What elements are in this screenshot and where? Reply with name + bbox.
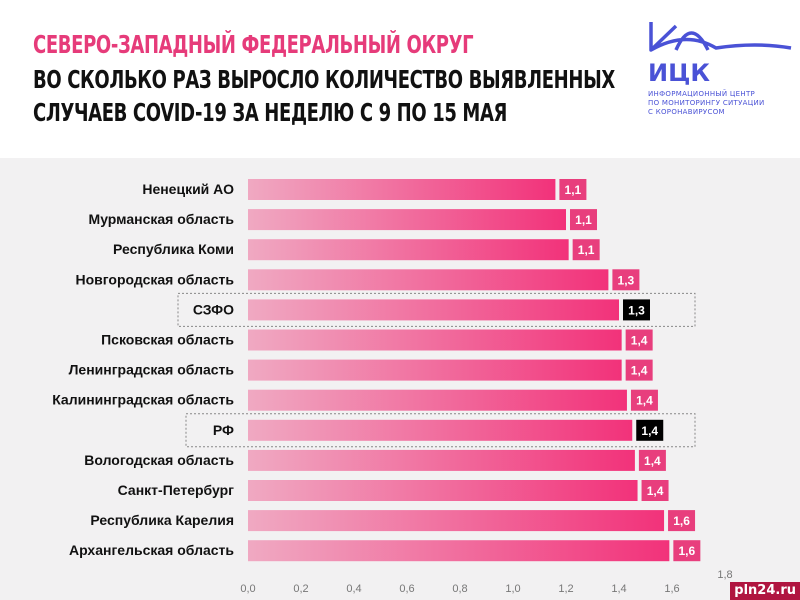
value-label: 1,4 bbox=[631, 364, 648, 378]
title-region: СЕВЕРО-ЗАПАДНЫЙ ФЕДЕРАЛЬНЫЙ ОКРУГ bbox=[33, 30, 474, 59]
x-tick-label: 1,6 bbox=[664, 583, 679, 595]
category-label: Архангельская область bbox=[69, 542, 234, 558]
logo-caption-line: ПО МОНИТОРИНГУ СИТУАЦИИ bbox=[648, 99, 765, 107]
x-tick-label: 1,8 bbox=[717, 569, 732, 581]
bar bbox=[248, 269, 609, 291]
value-label: 1,4 bbox=[644, 454, 661, 468]
header: СЕВЕРО-ЗАПАДНЫЙ ФЕДЕРАЛЬНЫЙ ОКРУГ ВО СКО… bbox=[0, 0, 800, 158]
value-label-box bbox=[623, 299, 650, 321]
value-label-box bbox=[630, 389, 658, 411]
value-label: 1,4 bbox=[636, 394, 653, 408]
category-label: Ненецкий АО bbox=[142, 181, 234, 197]
title-line-3: СЛУЧАЕВ COVID-19 ЗА НЕДЕЛЮ С 9 ПО 15 МАЯ bbox=[33, 98, 508, 127]
bar bbox=[248, 389, 627, 411]
highlight-frame bbox=[177, 292, 696, 327]
category-label: Вологодская область bbox=[84, 452, 234, 468]
watermark: pln24.ru bbox=[730, 582, 800, 600]
logo-icon bbox=[649, 22, 792, 52]
value-label-box bbox=[625, 329, 653, 351]
bar bbox=[248, 480, 638, 501]
category-label: Ленинградская область bbox=[69, 362, 235, 378]
category-label: Мурманская область bbox=[89, 211, 235, 227]
category-label: Санкт-Петербург bbox=[118, 482, 235, 498]
x-tick-label: 0,8 bbox=[452, 583, 467, 595]
category-label: Новгородская область bbox=[75, 271, 234, 287]
x-tick-label: 0,4 bbox=[346, 583, 361, 595]
bar bbox=[248, 239, 569, 261]
value-label: 1,1 bbox=[578, 243, 595, 257]
bar bbox=[248, 540, 670, 562]
category-label: Псковская область bbox=[101, 332, 234, 348]
value-label: 1,6 bbox=[673, 514, 690, 528]
value-label: 1,4 bbox=[641, 424, 658, 438]
bar bbox=[248, 209, 566, 231]
x-tick-label: 0,6 bbox=[399, 583, 414, 595]
bar bbox=[248, 419, 633, 441]
category-label: Калининградская область bbox=[52, 392, 234, 408]
highlight-frame bbox=[185, 413, 696, 448]
value-label: 1,3 bbox=[628, 303, 645, 317]
value-label: 1,3 bbox=[618, 273, 635, 287]
value-label-box bbox=[572, 239, 600, 261]
title-line-2: ВО СКОЛЬКО РАЗ ВЫРОСЛО КОЛИЧЕСТВО ВЫЯВЛЕ… bbox=[33, 65, 615, 94]
value-label-box bbox=[559, 179, 587, 200]
value-label-box bbox=[673, 540, 701, 562]
logo-caption-line: С КОРОНАВИРУСОМ bbox=[648, 108, 725, 116]
bar bbox=[248, 449, 635, 471]
x-tick-label: 1,0 bbox=[505, 583, 520, 595]
x-tick-label: 1,4 bbox=[611, 583, 626, 595]
x-tick-label: 0,0 bbox=[240, 583, 255, 595]
value-label: 1,6 bbox=[679, 544, 696, 558]
value-label: 1,4 bbox=[647, 484, 664, 498]
value-label-box bbox=[612, 269, 640, 291]
value-label-box bbox=[570, 209, 597, 231]
category-label: РФ bbox=[213, 422, 234, 438]
bar bbox=[248, 329, 622, 351]
value-label: 1,4 bbox=[631, 334, 648, 348]
category-label: Республика Карелия bbox=[90, 512, 234, 528]
category-label: СЗФО bbox=[193, 301, 234, 317]
bar bbox=[248, 359, 622, 381]
value-label-box bbox=[668, 510, 696, 532]
logo-caption: ИНФОРМАЦИОННЫЙ ЦЕНТР ПО МОНИТОРИНГУ СИТУ… bbox=[648, 90, 765, 117]
logo-name: ИЦК bbox=[648, 59, 710, 87]
value-label-box bbox=[636, 419, 664, 441]
logo-caption-line: ИНФОРМАЦИОННЫЙ ЦЕНТР bbox=[648, 90, 756, 98]
value-label: 1,1 bbox=[565, 183, 582, 197]
value-label: 1,1 bbox=[575, 213, 592, 227]
category-label: Республика Коми bbox=[113, 241, 234, 257]
value-label-box bbox=[641, 480, 669, 501]
bar bbox=[248, 179, 556, 200]
value-label-box bbox=[638, 449, 666, 471]
value-label-box bbox=[625, 359, 653, 381]
bar bbox=[248, 299, 619, 321]
x-tick-label: 0,2 bbox=[293, 583, 308, 595]
x-tick-label: 1,2 bbox=[558, 583, 573, 595]
bar bbox=[248, 510, 665, 532]
